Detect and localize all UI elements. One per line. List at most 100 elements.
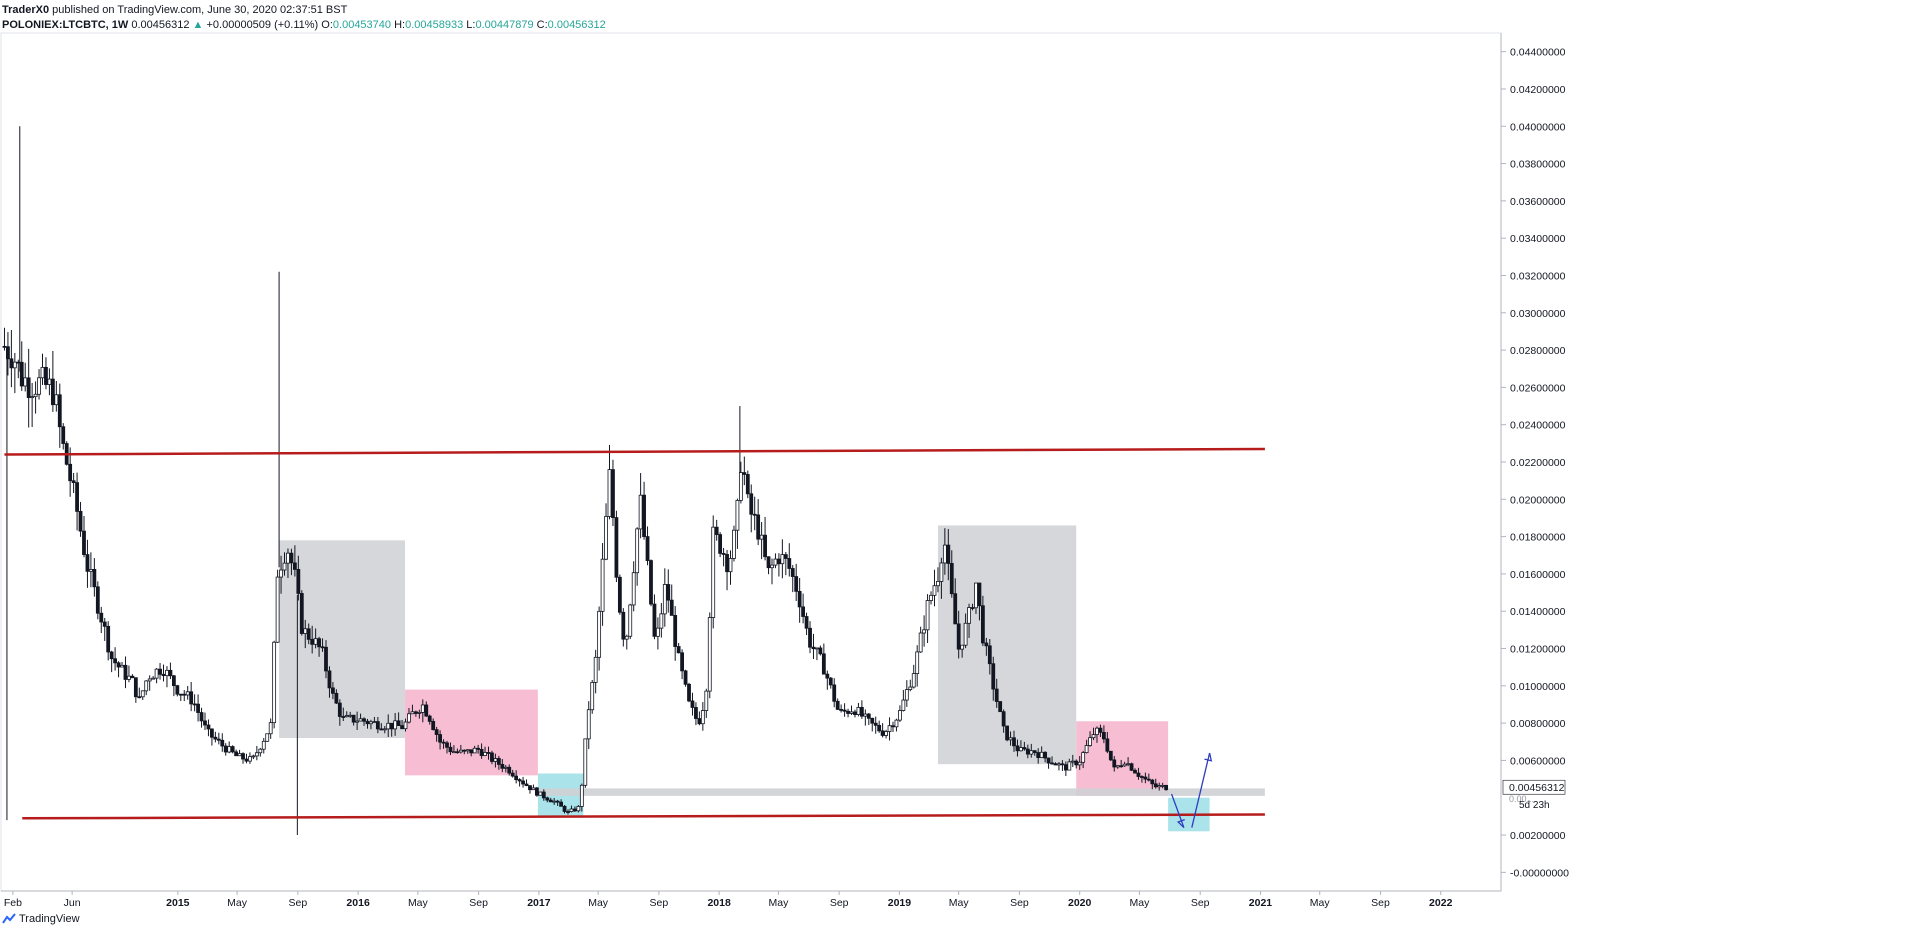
- candle-body: [23, 377, 28, 387]
- candle: [241, 752, 245, 764]
- candle-body: [109, 651, 114, 660]
- candle-body: [821, 653, 826, 675]
- candle-body: [949, 563, 954, 595]
- y-tick-label: 0.02400000: [1510, 420, 1566, 432]
- candle: [559, 799, 563, 807]
- candle: [26, 348, 31, 428]
- time-axis[interactable]: Feb Jun 2015 May Sep 2016 May Sep 2017 May Sep 2018…: [4, 891, 1453, 909]
- candle-body: [9, 358, 14, 369]
- candle: [514, 770, 519, 784]
- candle-body: [642, 494, 646, 537]
- candle-body: [967, 607, 971, 624]
- candle: [1126, 757, 1130, 767]
- candle: [154, 668, 159, 684]
- x-tick-label: 2015: [166, 897, 190, 909]
- candle-body: [915, 651, 920, 675]
- candle-body: [178, 693, 183, 696]
- candle: [496, 755, 501, 770]
- candle-body: [690, 700, 695, 708]
- projection-arrowhead-0: [1176, 819, 1185, 829]
- candle: [932, 569, 937, 607]
- x-tick-label: May: [408, 897, 429, 909]
- candle: [749, 484, 754, 533]
- candle: [424, 701, 429, 717]
- candle: [44, 357, 48, 390]
- candle: [210, 728, 214, 746]
- candle-body: [496, 758, 501, 765]
- candle: [490, 750, 494, 765]
- candle-body: [1095, 727, 1099, 736]
- candle-body: [614, 517, 619, 578]
- y-tick-label: 0.02800000: [1510, 345, 1566, 357]
- candle: [182, 689, 187, 702]
- candle: [299, 590, 304, 636]
- candle-body: [579, 784, 584, 807]
- candle-body: [282, 562, 287, 571]
- candle: [227, 741, 232, 754]
- candle-body: [407, 713, 411, 723]
- candle: [144, 680, 149, 696]
- candle-body: [334, 692, 339, 704]
- candle: [614, 510, 619, 583]
- candle: [662, 568, 667, 627]
- footer-brand[interactable]: TradingView: [2, 913, 80, 925]
- candle-body: [251, 755, 256, 758]
- candle: [797, 577, 802, 623]
- candle-body: [389, 722, 394, 730]
- candle: [777, 553, 781, 577]
- candle-body: [742, 472, 747, 475]
- chart-header: TraderX0 published on TradingView.com, J…: [0, 0, 1905, 34]
- candle: [725, 549, 729, 591]
- candle: [859, 700, 864, 719]
- candle-body: [147, 678, 152, 682]
- candle-body: [1025, 748, 1030, 755]
- candle-body: [635, 528, 640, 574]
- candle-body: [151, 677, 156, 680]
- candle-body: [30, 396, 35, 399]
- candle: [607, 444, 612, 520]
- candle: [420, 699, 425, 723]
- candle: [929, 591, 933, 605]
- candle-body: [545, 797, 550, 801]
- candle-body: [783, 554, 788, 559]
- trendline-1: [22, 813, 1265, 820]
- candle-body: [1032, 750, 1037, 753]
- candle: [901, 689, 906, 712]
- candle: [279, 555, 283, 594]
- candle: [102, 617, 107, 641]
- candle-body: [970, 607, 975, 609]
- symbol-label[interactable]: POLONIEX:LTCBTC, 1W: [2, 19, 129, 31]
- candle-body: [375, 721, 380, 730]
- candle-body: [40, 366, 45, 379]
- projection-arrow-1: [1191, 752, 1211, 828]
- candle: [296, 555, 301, 601]
- candle: [611, 459, 615, 527]
- candle: [617, 574, 622, 615]
- candle-body: [600, 558, 605, 612]
- candle: [113, 647, 118, 671]
- open-value: 0.00453740: [332, 19, 392, 31]
- candle-body: [1136, 772, 1141, 777]
- candle: [825, 670, 830, 690]
- candle: [452, 745, 456, 754]
- candle-body: [859, 706, 864, 717]
- author-name[interactable]: TraderX0: [2, 4, 50, 16]
- plot-area[interactable]: [0, 32, 1502, 892]
- candle: [763, 516, 767, 561]
- price-axis[interactable]: 0.04400000 0.04200000 0.04000000 0.03800000…: [1501, 47, 1569, 880]
- candle-body: [1126, 763, 1130, 766]
- candle-body: [1022, 747, 1027, 750]
- candle: [175, 684, 180, 697]
- y-tick-label: 0.00600000: [1510, 755, 1566, 767]
- candle: [358, 713, 363, 722]
- candle: [839, 704, 844, 713]
- candle: [348, 711, 353, 718]
- price-chart[interactable]: 0.04400000 0.04200000 0.04000000 0.03800000…: [0, 0, 1905, 910]
- y-tick-label: 0.00200000: [1510, 830, 1566, 842]
- candle-body: [16, 361, 21, 364]
- candle-body: [1067, 761, 1072, 771]
- publish-line: TraderX0 published on TradingView.com, J…: [2, 4, 347, 16]
- candle: [517, 778, 522, 787]
- candle: [621, 608, 626, 647]
- candle-body: [341, 716, 346, 718]
